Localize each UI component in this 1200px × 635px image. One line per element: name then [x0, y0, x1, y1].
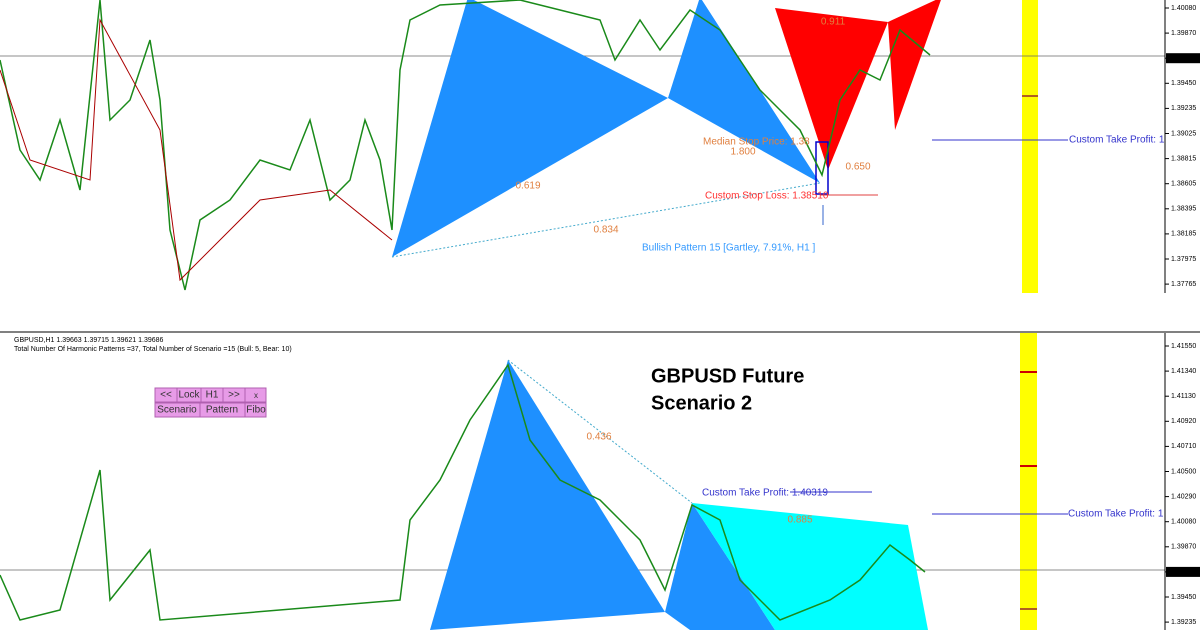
axis-label: 1.37975 [1171, 256, 1196, 263]
annotation: Custom Take Profit: 1 [1069, 135, 1165, 146]
axis-label: 1.39870 [1171, 30, 1196, 37]
ab-line [507, 359, 693, 504]
title: Scenario 2 [651, 392, 752, 414]
bottom-panel: 1.41550 1.41340 1.41130 1.40920 1.40710 1.405… [0, 333, 1200, 630]
price-path-down [0, 18, 393, 282]
button-label[interactable]: Lock [178, 390, 200, 401]
axis-label: 1.40290 [1171, 493, 1196, 500]
axis-label: 1.38395 [1171, 206, 1196, 213]
ratio: 0.911 [821, 17, 846, 28]
summary: Total Number Of Harmonic Patterns =37, T… [14, 346, 292, 353]
prz-box [815, 141, 829, 195]
button-label[interactable]: << [160, 390, 172, 401]
button-label[interactable]: Pattern [206, 405, 238, 416]
button[interactable] [244, 387, 267, 403]
button-label[interactable]: Scenario [157, 405, 197, 416]
yellow-zone [1022, 0, 1038, 293]
axis-label: 1.41550 [1171, 343, 1196, 350]
pattern-xab [392, 0, 668, 257]
price-axis: 1.40080 1.39870 1.39686 1.39450 1.39235 1.390… [1165, 5, 1200, 288]
annotation: Custom Take Profit: 1 [1068, 509, 1164, 520]
annotation: Median Stop Price: 1.38 [703, 137, 810, 148]
axis-label: 1.39686 [1171, 55, 1196, 62]
axis-label: 1.39686 [1171, 569, 1196, 576]
axis-label: 1.40710 [1171, 443, 1196, 450]
cyan-pattern [692, 503, 928, 630]
axis-label: 1.38605 [1171, 181, 1196, 188]
ratio: 0.619 [515, 181, 540, 192]
ratio: 1.800 [730, 147, 755, 158]
red-pattern-1 [775, 8, 888, 170]
pattern-bcd [665, 503, 775, 630]
axis-label: 1.41340 [1171, 368, 1196, 375]
axis-label: 1.39870 [1171, 544, 1196, 551]
axis-label: 1.39450 [1171, 80, 1196, 87]
ratio: 0.834 [593, 225, 618, 236]
axis-label: 1.38815 [1171, 155, 1196, 162]
annotation: Custom Stop Loss: 1.38510 [705, 191, 829, 202]
button[interactable] [244, 402, 267, 418]
ratio: 0.436 [586, 432, 611, 443]
button-label[interactable]: x [254, 391, 258, 400]
axis-label: 1.39025 [1171, 130, 1196, 137]
axis-label: 1.39450 [1171, 594, 1196, 601]
axis-label: 1.40080 [1171, 519, 1196, 526]
red-pattern-2 [888, 0, 941, 130]
axis-label: 1.39235 [1171, 619, 1196, 626]
price-axis: 1.41550 1.41340 1.41130 1.40920 1.40710 1.405… [1165, 343, 1200, 626]
xd-line [391, 182, 821, 258]
toolbar: << Lock H1 >> x Scenario Pattern Fibo [154, 387, 267, 418]
pattern-bcd [668, 0, 820, 183]
button-label[interactable]: >> [228, 390, 240, 401]
current-price-box [1166, 53, 1200, 64]
axis-label: 1.38185 [1171, 231, 1196, 238]
pattern-label: Bullish Pattern 15 [Gartley, 7.91%, H1 ] [642, 243, 815, 254]
axis-label: 1.40920 [1171, 418, 1196, 425]
yellow-zone [1020, 333, 1037, 630]
current-price-box [1166, 566, 1200, 577]
title: GBPUSD Future [651, 365, 804, 387]
axis-label: 1.39235 [1171, 105, 1196, 112]
axis-label: 1.40080 [1171, 5, 1196, 12]
axis-label: 1.41130 [1171, 393, 1196, 400]
ratio: 0.650 [845, 162, 870, 173]
annotation: Custom Take Profit: 1.40319 [702, 488, 828, 499]
top-panel: 1.40080 1.39870 1.39686 1.39450 1.39235 1.390… [0, 0, 1200, 293]
button-label[interactable]: H1 [206, 390, 219, 401]
pattern-xab [430, 360, 665, 630]
header: GBPUSD,H1 1.39663 1.39715 1.39621 1.3968… [14, 337, 164, 344]
button-label[interactable]: Fibo [246, 405, 266, 416]
ratio: 0.885 [787, 515, 812, 526]
axis-label: 1.40500 [1171, 468, 1196, 475]
price-path [0, 363, 926, 621]
price-path [0, 0, 931, 291]
axis-label: 1.37765 [1171, 281, 1196, 288]
